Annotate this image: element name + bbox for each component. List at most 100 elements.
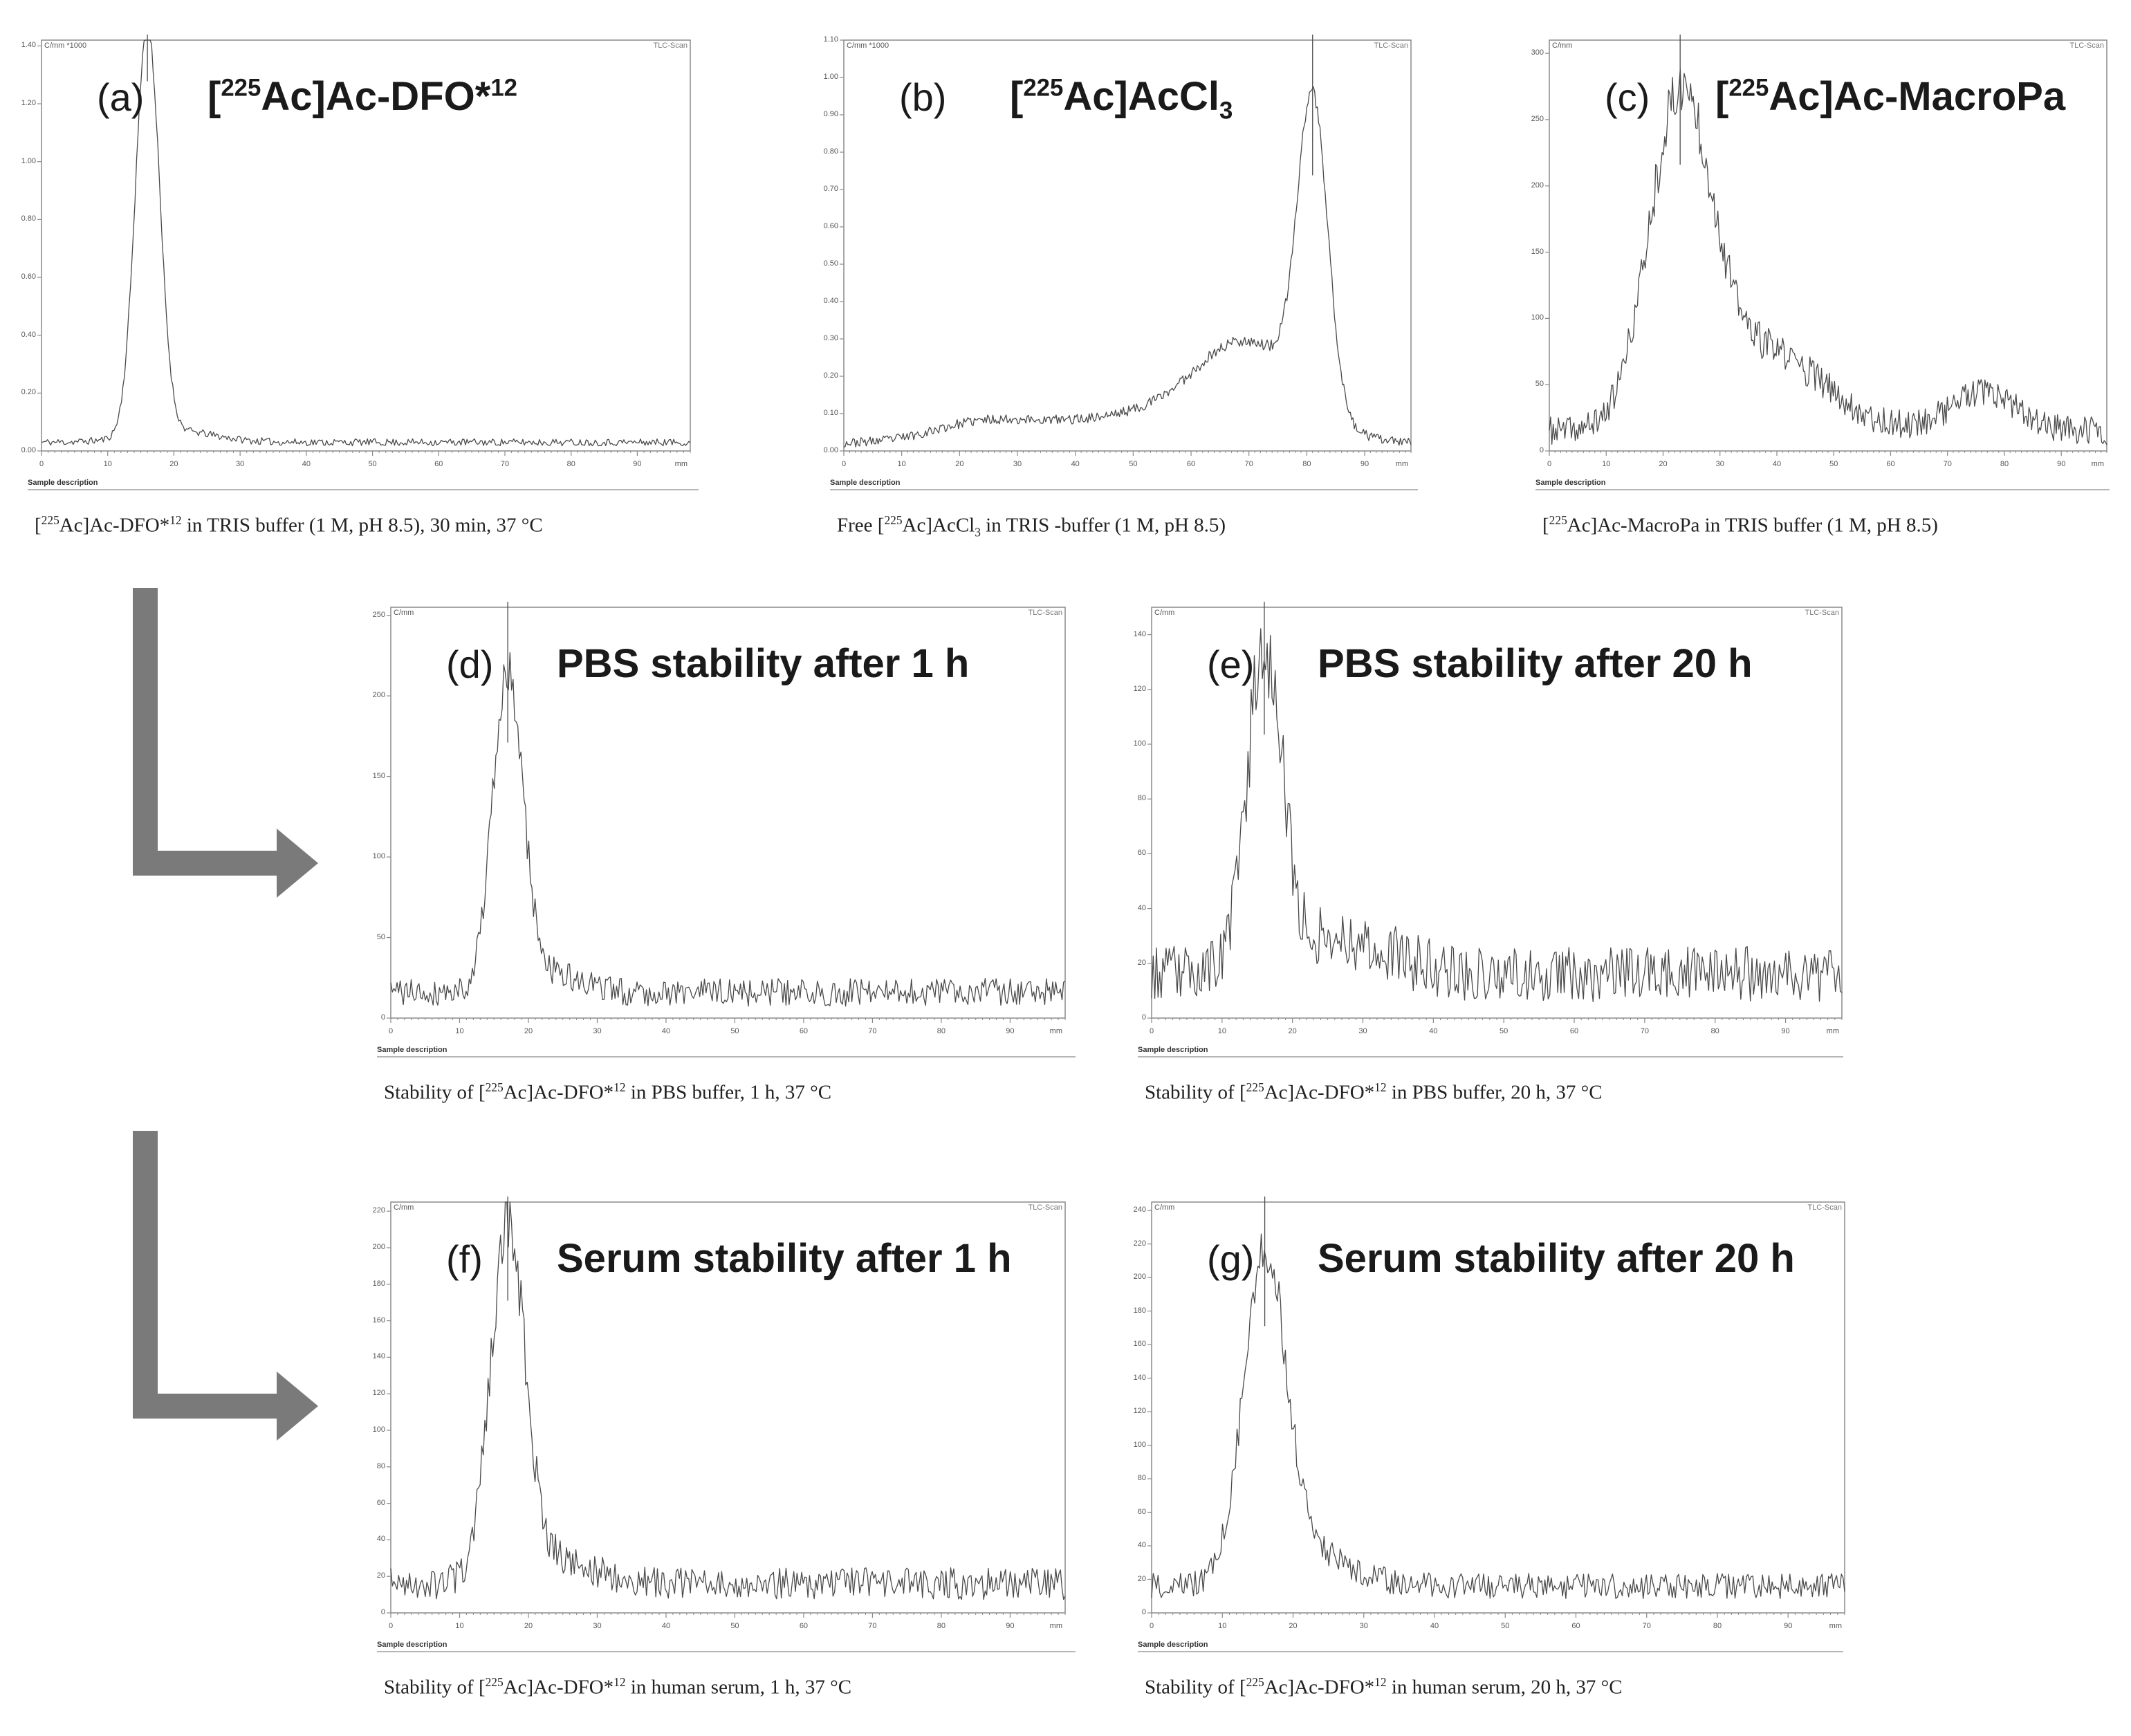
y-tick-label: 60 [1137,849,1146,858]
y-tick-label: 200 [1133,1273,1146,1282]
x-tick-label: 10 [1602,460,1610,468]
x-tick-label: 0 [1150,1622,1154,1630]
sample-description-label: Sample description [377,1641,448,1649]
x-tick-label: 10 [455,1027,463,1035]
panel-f: 0 10 20 30 40 50 60 70 80 90 mm 0 20 40 60 80 100 120 140 1… [349,1190,1082,1729]
panel-title: [225Ac]Ac-DFO*12 [207,73,517,120]
series-line [1151,1233,1845,1599]
panel-g: 0 10 20 30 40 50 60 70 80 90 mm 0 20 40 60 80 100 120 140 1… [1110,1190,1850,1729]
panel-letter: (f) [446,1237,483,1281]
caption-pre: Free [ [837,514,885,537]
panel-b: 0 10 20 30 40 50 60 70 80 90 mm 0.00 0.10 0.20 0.30 0.4… [802,28,1425,553]
x-tick-label: 70 [868,1027,876,1035]
panel-d: 0 10 20 30 40 50 60 70 80 90 mm 0 50 100 150 200 250 C/mm… [349,595,1082,1134]
x-tick-label: 0 [389,1622,393,1630]
tlc-scan-label: TLC-Scan [1028,1203,1062,1212]
panel-caption: Stability of [225Ac]Ac-DFO*12 in human s… [1145,1675,1623,1699]
y-axis-label: C/mm [394,609,414,617]
chart-a-svg: 0 10 20 30 40 50 60 70 80 90 mm [28,35,699,490]
caption-pre: Stability of [ [384,1081,486,1104]
x-tick-label: 50 [1501,1622,1509,1630]
caption-sup: 225 [884,513,903,527]
y-axis-label: C/mm *1000 [847,41,889,50]
y-tick-label: 80 [1137,794,1146,803]
x-tick-label: 0 [1547,460,1551,468]
tlc-scan-label: TLC-Scan [653,41,688,50]
sample-description-label: Sample description [1138,1046,1208,1054]
y-tick-label: 0 [380,1013,385,1022]
x-tick-label: 30 [593,1027,601,1035]
y-tick-label: 0.00 [21,446,36,454]
y-tick-label: 40 [376,1535,385,1544]
tlc-scan-label: TLC-Scan [2069,41,2104,50]
x-tick-label: 20 [955,460,963,468]
y-axis-label: C/mm [1154,1203,1175,1212]
caption-pre: [ [35,514,41,537]
panel-title: Serum stability after 1 h [557,1235,1012,1282]
x-tick-label: 70 [501,460,509,468]
caption-sup2: 12 [169,513,182,527]
y-tick-label: 100 [1531,313,1544,322]
x-tick-label: 70 [1643,1622,1651,1630]
x-tick-label: 30 [593,1622,601,1630]
x-tick-label: 20 [1659,460,1667,468]
y-tick-label: 0 [1539,446,1544,454]
y-tick-label: 160 [1133,1340,1146,1349]
series-line [843,86,1412,447]
x-tick-label: 50 [1129,460,1137,468]
y-tick-label: 120 [1133,1407,1146,1416]
title-pre: PBS stability after 1 h [557,641,970,686]
y-tick-label: 140 [1133,1373,1146,1382]
title-sup: 225 [1023,74,1064,102]
caption-post: in TRIS -buffer (1 M, pH 8.5) [980,514,1226,537]
y-tick-label: 0.30 [823,334,838,342]
x-tick-label: 40 [1430,1622,1439,1630]
y-tick-label: 0.20 [823,371,838,380]
title-sup: 225 [1728,74,1769,102]
x-tick-label: 70 [1641,1027,1649,1035]
y-tick-label: 220 [372,1206,385,1215]
panel-letter: (c) [1605,75,1650,119]
x-tick-label: 80 [2000,460,2009,468]
y-tick-label: 1.40 [21,41,36,50]
caption-mid: Ac]Ac-DFO* [503,1081,614,1104]
caption-sup2: 12 [1374,1675,1387,1689]
y-tick-label: 140 [1133,629,1146,638]
x-tick-label: 10 [1218,1027,1226,1035]
caption-sup2: 12 [614,1675,626,1689]
y-tick-label: 0.10 [823,409,838,417]
x-unit-label: mm [1829,1622,1842,1630]
x-tick-label: 50 [368,460,376,468]
y-tick-label: 0.50 [823,259,838,268]
x-tick-label: 40 [1429,1027,1437,1035]
y-tick-label: 220 [1133,1239,1146,1248]
caption-sup2: 12 [1374,1080,1387,1094]
x-tick-label: 60 [1570,1027,1578,1035]
y-tick-label: 0.40 [21,330,36,339]
y-tick-label: 100 [1133,1440,1146,1449]
title-pre: Serum stability after 1 h [557,1236,1012,1281]
y-tick-label: 0 [380,1608,385,1616]
x-tick-label: 90 [1781,1027,1789,1035]
x-tick-label: 90 [1006,1622,1014,1630]
y-tick-label: 200 [1531,181,1544,190]
sample-description-label: Sample description [830,479,901,487]
y-tick-label: 240 [1133,1206,1146,1215]
y-tick-label: 40 [1137,903,1146,912]
chart-d-svg: 0 10 20 30 40 50 60 70 80 90 mm [377,602,1076,1058]
chart-e-svg: 0 10 20 30 40 50 60 70 80 90 mm [1138,602,1843,1058]
y-tick-label: 20 [1137,958,1146,967]
x-tick-label: 80 [567,460,575,468]
caption-post: in PBS buffer, 20 h, 37 °C [1386,1081,1603,1104]
chart-b-svg: 0 10 20 30 40 50 60 70 80 90 mm [830,35,1418,490]
x-tick-label: 40 [1773,460,1781,468]
panel-title: PBS stability after 1 h [557,640,969,687]
x-tick-label: 30 [1358,1027,1367,1035]
x-tick-label: 70 [1245,460,1253,468]
tlc-scan-label: TLC-Scan [1374,41,1408,50]
y-axis-label: C/mm *1000 [44,41,87,50]
panel-caption: Stability of [225Ac]Ac-DFO*12 in human s… [384,1675,851,1699]
flow-arrow-to-serum [133,1131,318,1441]
x-tick-label: 80 [937,1027,945,1035]
x-unit-label: mm [1396,460,1408,468]
